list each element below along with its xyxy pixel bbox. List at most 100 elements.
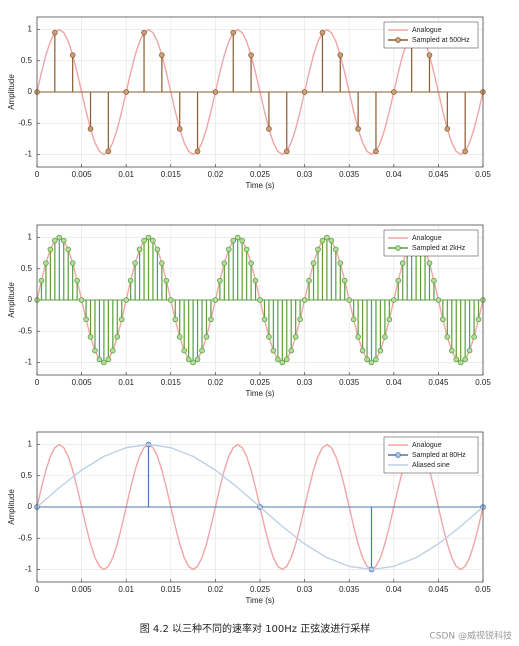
stem-marker	[301, 297, 308, 303]
stem-marker	[386, 316, 393, 323]
legend-label: Sampled at 500Hz	[412, 37, 470, 44]
stem-marker	[163, 277, 170, 284]
caption: 图 4.2 以三种不同的速率对 100Hz 正弦波进行采样	[140, 622, 370, 635]
x-axis-label: Time (s)	[245, 181, 274, 190]
stem-marker	[283, 356, 290, 363]
stem-marker	[440, 316, 446, 323]
x-tick-label: 0.045	[428, 170, 449, 179]
y-tick-label: 1	[28, 25, 33, 34]
legend-marker	[395, 245, 401, 251]
stem-marker	[475, 316, 482, 323]
stem-marker	[190, 359, 196, 366]
stem-marker	[333, 246, 339, 253]
stem-marker	[431, 277, 437, 284]
x-tick-label: 0	[35, 378, 40, 387]
stem-marker	[127, 277, 134, 284]
x-tick-label: 0.04	[386, 585, 402, 594]
stem-marker	[96, 356, 103, 363]
stem-marker	[399, 260, 406, 266]
stem-marker	[355, 334, 361, 340]
stem-marker	[471, 334, 477, 340]
stem-marker	[176, 126, 183, 132]
stem-marker	[337, 260, 344, 266]
y-axis-label: Amplitude	[7, 74, 16, 110]
y-tick-label: 0.5	[21, 56, 33, 65]
stem-marker	[123, 297, 129, 303]
legend-label: Sampled at 80Hz	[412, 452, 466, 459]
stem-marker	[270, 347, 277, 354]
stem-marker	[319, 237, 326, 244]
stem-marker	[390, 89, 397, 95]
axes-box	[36, 224, 484, 376]
x-axis-label: Time (s)	[245, 389, 274, 398]
stem-marker	[208, 316, 214, 323]
stem-marker	[350, 316, 357, 323]
stem-marker	[172, 316, 179, 323]
stem-marker	[279, 359, 286, 366]
x-tick-label: 0.035	[339, 585, 360, 594]
stem-marker	[194, 356, 201, 363]
stem-marker	[462, 356, 468, 363]
stem-marker	[105, 356, 112, 363]
stem-marker	[328, 237, 335, 244]
y-axis-label: Amplitude	[7, 489, 16, 525]
stem-marker	[390, 297, 397, 303]
stem-marker	[221, 260, 228, 266]
stem-marker	[283, 148, 290, 155]
stem-marker	[230, 29, 237, 36]
axes-box	[36, 431, 484, 583]
x-tick-label: 0.05	[475, 585, 491, 594]
stem-marker	[212, 89, 219, 95]
stem-marker	[448, 347, 455, 354]
stem-marker	[123, 89, 129, 95]
y-tick-label: 0	[28, 502, 33, 511]
stem-marker	[87, 126, 94, 132]
x-tick-label: 0.035	[339, 378, 360, 387]
stem-marker	[444, 126, 451, 132]
y-tick-label: 0.5	[21, 471, 33, 480]
stem-marker	[306, 277, 312, 284]
stem-marker	[69, 52, 76, 58]
x-tick-label: 0.03	[297, 170, 313, 179]
stem-marker	[324, 234, 330, 241]
legend-label: Analogue	[412, 27, 442, 34]
x-tick-label: 0.05	[475, 378, 491, 387]
stem-marker	[292, 334, 299, 340]
stem-marker	[310, 260, 317, 266]
stem-marker	[355, 126, 361, 132]
stem-marker	[78, 297, 85, 303]
stem-marker	[457, 359, 464, 366]
stem-marker	[373, 148, 379, 155]
stem-marker	[364, 356, 370, 363]
stem-marker	[110, 347, 116, 354]
y-tick-label: -0.5	[18, 118, 32, 127]
stem-marker	[377, 347, 384, 354]
x-tick-label: 0.03	[297, 378, 313, 387]
x-tick-label: 0.015	[161, 585, 182, 594]
stem-marker	[74, 277, 80, 284]
x-tick-label: 0.015	[161, 378, 182, 387]
stem-marker	[239, 237, 245, 244]
x-tick-label: 0.045	[428, 378, 449, 387]
stem-marker	[141, 29, 147, 36]
stem-marker	[69, 260, 76, 266]
line	[36, 443, 484, 571]
stem-marker	[141, 237, 147, 244]
subplot: 0 0.005 0.01 0.015 0.02 0.025 0.03 0.035 0.04 0.0…	[7, 16, 491, 190]
y-tick-label: -1	[25, 358, 33, 367]
stem-marker	[168, 297, 174, 303]
x-tick-label: 0.005	[72, 585, 93, 594]
x-tick-label: 0.01	[118, 378, 134, 387]
stem-marker	[101, 359, 107, 366]
stem-marker	[150, 237, 156, 244]
stem-marker	[132, 260, 138, 266]
stem-marker	[52, 237, 58, 244]
stem-marker	[248, 52, 254, 58]
stem-marker	[462, 148, 468, 155]
legend-label: Analogue	[412, 235, 442, 242]
x-tick-label: 0.005	[72, 170, 93, 179]
stem-marker	[337, 52, 344, 58]
stem-marker	[52, 29, 58, 36]
stem-marker	[118, 316, 125, 323]
x-axis-label: Time (s)	[245, 596, 274, 605]
